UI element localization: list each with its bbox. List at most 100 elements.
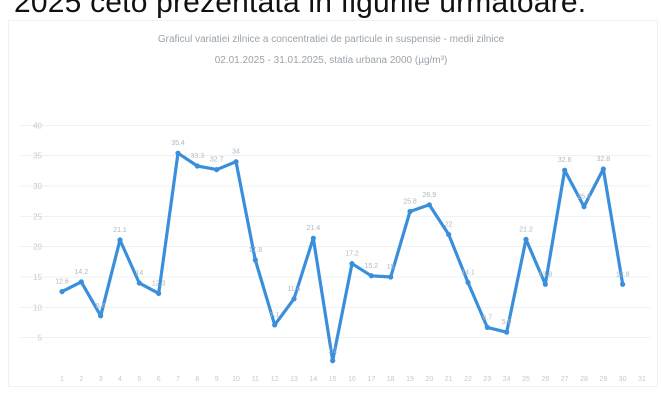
y-axis-ticks: 5 10 15 20 25 30 35 40	[33, 121, 42, 342]
data-point	[136, 280, 142, 286]
page-heading: 2025 ceto prezentata in figurile urmatoa…	[14, 0, 587, 19]
data-label: 14.2	[75, 269, 89, 276]
data-label: 13.8	[539, 271, 553, 278]
data-point	[349, 261, 355, 267]
data-label: 35.4	[171, 140, 185, 147]
data-label: 14	[135, 270, 143, 277]
data-label: 33.3	[191, 153, 205, 160]
data-label: 14.1	[461, 269, 475, 276]
series-line	[60, 151, 625, 363]
data-label: 12.3	[152, 280, 166, 287]
x-tick-label: 12	[271, 376, 279, 383]
data-point	[504, 329, 510, 335]
y-tick-label: 35	[33, 152, 42, 161]
y-tick-label: 20	[33, 243, 42, 252]
data-point	[156, 290, 162, 296]
data-label: 26.6	[577, 194, 591, 201]
x-tick-label: 29	[599, 376, 607, 383]
x-tick-label: 9	[215, 376, 219, 383]
x-axis-ticks: 1 2 3 4 5 6 7 8 9 10 11 12 13 14 15 16 17 18 19 20 21 22 23 24 2…	[60, 376, 646, 383]
data-label: 7.1	[270, 312, 280, 319]
x-tick-label: 3	[99, 376, 103, 383]
data-point	[446, 231, 452, 238]
data-label: 21.2	[519, 226, 533, 233]
chart-grid	[20, 124, 650, 339]
data-point	[465, 279, 471, 286]
x-tick-label: 6	[157, 376, 161, 383]
x-tick-label: 10	[232, 376, 240, 383]
x-tick-label: 18	[387, 376, 395, 383]
x-tick-label: 22	[464, 376, 472, 383]
x-tick-label: 5	[137, 376, 141, 383]
data-point	[252, 257, 258, 263]
data-label: 26.9	[423, 192, 437, 199]
chart-area	[8, 20, 658, 387]
data-label: 1.2	[328, 348, 338, 355]
x-tick-label: 27	[561, 376, 569, 383]
y-tick-label: 30	[33, 182, 42, 191]
data-point	[214, 167, 220, 173]
data-label: 32.8	[597, 156, 611, 163]
data-point	[620, 281, 626, 287]
data-point	[59, 288, 65, 295]
x-tick-label: 11	[252, 376, 259, 383]
data-point	[98, 313, 104, 319]
data-point	[175, 150, 181, 156]
x-tick-label: 31	[638, 376, 646, 383]
y-tick-label: 15	[33, 273, 42, 282]
x-tick-label: 17	[367, 376, 375, 383]
x-tick-label: 1	[60, 376, 64, 383]
data-label: 15.2	[365, 263, 379, 270]
data-point	[291, 296, 297, 302]
data-label: 17.8	[249, 247, 263, 254]
chart-title: Graficul variatiei zilnice a concentrati…	[157, 34, 505, 45]
data-point	[426, 202, 432, 208]
data-point	[368, 273, 374, 279]
x-tick-label: 21	[445, 376, 453, 383]
data-point	[233, 159, 239, 165]
data-point	[272, 322, 278, 328]
data-point	[542, 281, 548, 287]
x-tick-label: 13	[290, 376, 298, 383]
x-tick-label: 8	[195, 376, 199, 383]
y-tick-label: 10	[33, 303, 42, 312]
data-label: 13.8	[616, 271, 630, 278]
data-points-group	[59, 150, 626, 364]
x-tick-label: 2	[79, 376, 83, 383]
data-labels-group: 12.6 14.2 8.6 21.1 14 12.3 35.4 33.3 32.7 34 17.8 7…	[55, 140, 629, 354]
data-point	[310, 235, 316, 241]
y-tick-label: 25	[33, 212, 42, 221]
data-label: 12.6	[55, 279, 69, 286]
data-label: 6.7	[482, 314, 492, 321]
x-tick-label: 19	[406, 376, 414, 383]
x-tick-label: 25	[522, 376, 530, 383]
data-label: 17.2	[345, 251, 359, 258]
x-tick-label: 4	[118, 376, 122, 383]
data-point	[484, 324, 490, 330]
data-point	[600, 166, 606, 172]
x-tick-label: 7	[176, 376, 180, 383]
x-tick-label: 24	[503, 376, 511, 383]
y-tick-label: 40	[33, 121, 42, 130]
x-tick-label: 26	[541, 376, 549, 383]
data-point	[78, 279, 84, 285]
y-tick-label: 5	[38, 334, 43, 343]
data-label: 32.7	[210, 157, 224, 164]
data-label: 34	[232, 149, 240, 156]
x-tick-label: 23	[483, 376, 491, 383]
data-label: 25.8	[403, 198, 417, 205]
data-label: 8.6	[96, 303, 106, 310]
data-point	[117, 237, 123, 243]
data-point	[581, 204, 587, 210]
data-point	[407, 208, 413, 215]
data-label: 11.4	[287, 286, 300, 293]
x-tick-label: 30	[619, 376, 627, 383]
data-point	[388, 274, 394, 280]
x-tick-label: 15	[329, 376, 337, 383]
data-label: 32.6	[558, 157, 572, 164]
data-point	[523, 236, 529, 242]
data-point	[194, 163, 200, 169]
x-tick-label: 16	[348, 376, 356, 383]
series-line-group	[60, 151, 625, 363]
